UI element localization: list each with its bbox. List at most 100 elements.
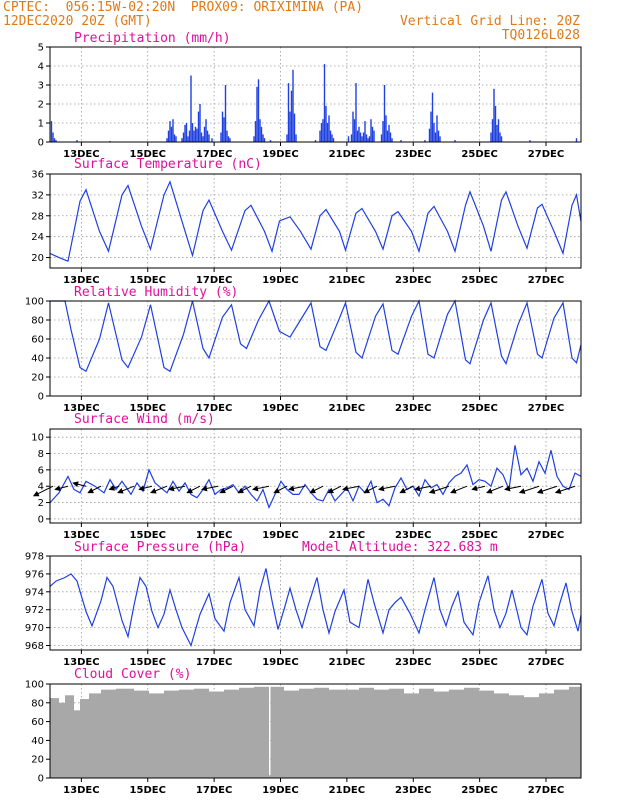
precip-bar: [383, 85, 386, 142]
wind-series-line: [49, 445, 582, 510]
y-tick-label: 100: [25, 297, 44, 308]
x-tick-label: 13DEC: [63, 403, 99, 414]
cloud-bar: [50, 698, 59, 778]
precip-bar: [172, 119, 174, 142]
precip-bar: [493, 88, 495, 142]
x-tick-label: 21DEC: [329, 785, 365, 796]
precip-bar: [400, 140, 402, 142]
wind-vector: [450, 485, 468, 494]
cloud-bar: [134, 690, 149, 778]
precip-bar: [254, 121, 257, 142]
precip-bar: [358, 126, 360, 142]
precip-bar: [289, 111, 291, 142]
cloud-bar: [299, 688, 314, 778]
y-tick-label: 80: [31, 698, 44, 709]
precip-bar: [190, 75, 192, 142]
wind-vector: [309, 485, 324, 494]
precip-bar: [203, 126, 206, 142]
precip-bar: [295, 134, 297, 142]
wind-vector: [363, 485, 378, 494]
x-tick-label: 19DEC: [262, 657, 298, 668]
y-tick-label: 10: [31, 433, 44, 444]
x-tick-label: 27DEC: [528, 149, 564, 160]
precip-bar: [224, 85, 227, 142]
x-tick-label: 13DEC: [63, 785, 99, 796]
cloud-bar: [164, 690, 179, 778]
rh-series-line: [50, 299, 582, 373]
precip-bar: [175, 136, 177, 142]
x-tick-label: 23DEC: [395, 530, 431, 541]
precip-bar: [364, 121, 366, 142]
y-tick-label: 4: [38, 62, 44, 73]
precip-bar: [370, 119, 372, 142]
precip-bar: [188, 130, 191, 142]
precip-bar: [200, 132, 203, 142]
panel-frame: [49, 555, 582, 651]
wind-vector: [117, 485, 135, 494]
wind-vector: [471, 485, 486, 492]
precip-bar: [491, 119, 494, 142]
precip-bar: [259, 119, 261, 142]
cloud-bar: [80, 699, 89, 778]
wind-vector: [536, 485, 558, 494]
y-tick-label: 40: [31, 736, 44, 747]
precip-bar: [430, 111, 432, 142]
x-tick-label: 25DEC: [461, 403, 497, 414]
cloud-bar: [314, 687, 329, 778]
x-tick-label: 13DEC: [63, 657, 99, 668]
precip-bar: [329, 130, 332, 142]
wind-vector: [168, 485, 186, 492]
precip-bar: [439, 136, 441, 142]
precip-bar: [497, 119, 500, 142]
precip-bar: [185, 123, 188, 142]
x-tick-label: 15DEC: [130, 530, 166, 541]
x-tick-label: 17DEC: [196, 275, 232, 286]
precip-bar: [322, 119, 324, 142]
precip-bar: [184, 124, 186, 142]
precip-bar: [380, 134, 383, 142]
cloud-bar: [464, 687, 479, 778]
precip-bar: [320, 123, 323, 142]
cloud-bar: [239, 687, 254, 778]
cloud-bar: [101, 689, 116, 778]
y-tick-label: 0: [38, 392, 44, 403]
cloud-bar: [194, 688, 209, 778]
precip-bar: [314, 140, 317, 142]
precip-bar: [187, 136, 189, 142]
y-tick-label: 0: [38, 514, 44, 525]
y-tick-label: 976: [25, 569, 44, 580]
precip-bar: [326, 123, 329, 142]
x-tick-label: 13DEC: [63, 149, 99, 160]
x-tick-label: 27DEC: [528, 657, 564, 668]
x-tick-label: 23DEC: [395, 149, 431, 160]
wind-vector: [54, 485, 69, 492]
y-tick-label: 20: [31, 755, 44, 766]
x-tick-label: 27DEC: [528, 785, 564, 796]
precip-bar: [373, 130, 375, 142]
precip-bar: [227, 136, 230, 142]
cloud-bar: [65, 695, 74, 778]
cloud-bar: [329, 689, 344, 778]
header-line1: CPTEC: 056:15W-02:20N PROX09: ORIXIMINA …: [3, 0, 364, 15]
y-tick-label: 970: [25, 623, 44, 634]
precip-bar: [220, 132, 222, 142]
precip-bar: [287, 83, 290, 142]
precip-bar: [197, 111, 200, 142]
precip-bar: [361, 136, 363, 142]
precip-bar: [208, 134, 210, 142]
precip-bar: [319, 130, 321, 142]
y-tick-label: 1: [38, 119, 44, 130]
y-tick-label: 24: [31, 232, 44, 243]
x-tick-label: 27DEC: [528, 530, 564, 541]
header-date: 12DEC2020 20Z (GMT): [3, 14, 152, 29]
x-tick-label: 21DEC: [329, 275, 365, 286]
cloud-bar: [344, 689, 359, 778]
panel-frame: [49, 428, 582, 524]
precip-bar: [389, 132, 392, 142]
cloud-bar: [209, 691, 224, 778]
wind-vector: [504, 485, 522, 492]
cloud-bar: [479, 690, 494, 778]
precip-bar: [166, 138, 168, 142]
y-tick-label: 0: [38, 138, 44, 149]
precip-bar: [362, 132, 365, 142]
